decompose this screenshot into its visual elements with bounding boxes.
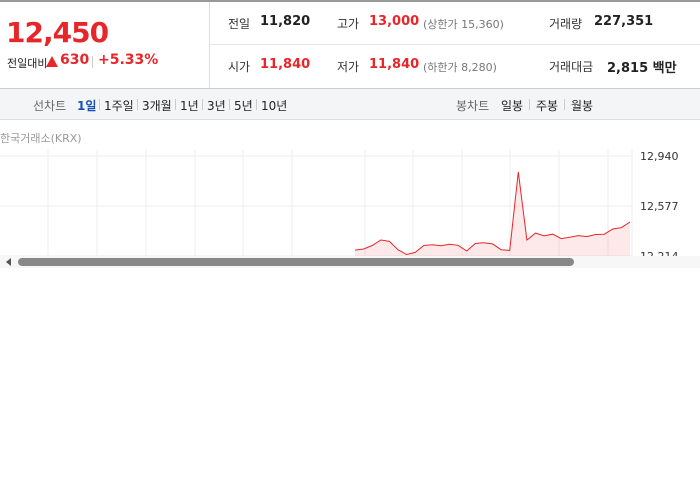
up-arrow [46, 56, 58, 67]
line [354, 171, 631, 256]
area [355, 172, 630, 256]
tab-divider [229, 99, 230, 110]
period-tab[interactable]: 5년 [234, 99, 253, 113]
rate: +5.33% [98, 52, 159, 68]
period-tab[interactable]: 10년 [261, 99, 288, 113]
y-tick-label: 12,940 [640, 150, 679, 163]
tab-label: 봉차트 [456, 99, 490, 113]
y-tick-label: 12,214 [640, 250, 679, 256]
chart: 12,940 12,577 12,214 [0, 150, 679, 256]
divider [92, 56, 93, 68]
summary-panel [0, 0, 700, 88]
period-tab[interactable]: 3개월 [142, 99, 172, 113]
stat-value: 11,840 [369, 57, 420, 72]
tab-divider [202, 99, 203, 110]
price: 12,450 [6, 16, 109, 49]
candle-tab[interactable]: 주봉 [536, 99, 559, 113]
stat-label: 고가 [337, 17, 360, 31]
source: 한국거래소(KRX) [0, 132, 82, 145]
tab-divider [137, 99, 138, 110]
period-tab[interactable]: 1년 [180, 99, 199, 113]
candle-tab[interactable]: 월봉 [571, 99, 594, 113]
stat-value: 2,815 백만 [607, 61, 677, 76]
period-tab[interactable]: 1일 [77, 99, 97, 113]
tab-label: 선차트 [33, 99, 67, 113]
change-label: 전일대비 [7, 57, 48, 70]
tab-divider [175, 99, 176, 110]
period-tab[interactable]: 3년 [207, 99, 226, 113]
divider [209, 2, 210, 88]
stat-label: 거래량 [549, 17, 583, 31]
stat-value: 13,000 [369, 14, 420, 29]
tab-divider [564, 99, 565, 110]
tab-divider [99, 99, 100, 110]
period-tab[interactable]: 1주일 [104, 99, 134, 113]
divider [210, 44, 700, 45]
tab-bar [0, 88, 700, 120]
stat-value: 11,840 [260, 57, 311, 72]
stat-label: 시가 [228, 60, 251, 74]
scroll-left[interactable] [4, 257, 12, 267]
scrollbar-thumb[interactable] [18, 258, 574, 266]
stat-label: 저가 [337, 60, 360, 74]
tab-divider [529, 99, 530, 110]
change: 630 [60, 52, 90, 68]
stat-label: 전일 [228, 17, 251, 31]
stat-label: 거래대금 [549, 60, 594, 74]
y-tick-label: 12,577 [640, 200, 679, 213]
stat-value: 227,351 [594, 14, 654, 29]
candle-tab[interactable]: 일봉 [501, 99, 524, 113]
vertical-grid [47, 150, 633, 256]
tab-divider [256, 99, 257, 110]
stat-note: (하한가 8,280) [423, 61, 497, 74]
stat-note: (상한가 15,360) [423, 18, 504, 31]
stat-value: 11,820 [260, 14, 311, 29]
